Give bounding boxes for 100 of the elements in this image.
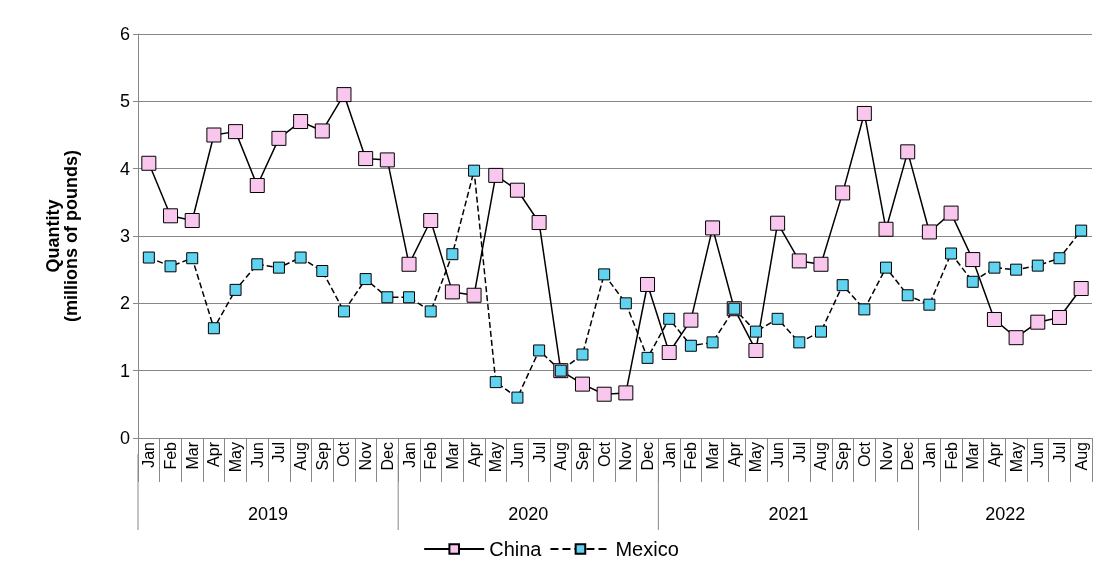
point (142, 251, 155, 264)
point (684, 339, 697, 352)
point (251, 258, 264, 271)
point (921, 224, 937, 240)
point (531, 215, 547, 231)
point (835, 185, 851, 201)
point (813, 256, 829, 272)
point (1008, 330, 1024, 346)
x-tick-label: Feb (682, 441, 700, 470)
point (358, 151, 374, 167)
x-tick-label: May (1007, 442, 1025, 473)
point (466, 287, 482, 303)
point (1073, 281, 1089, 297)
x-tick-label: Jul (790, 442, 808, 463)
point (901, 289, 914, 302)
x-tick-label: May (747, 442, 765, 473)
point (856, 105, 872, 121)
point (661, 344, 677, 360)
point (511, 391, 524, 404)
point (749, 325, 762, 338)
y-tick-label: 2 (119, 293, 130, 314)
point (271, 130, 287, 146)
x-tick-label: Dec (899, 442, 917, 471)
x-tick-label: Jan (140, 442, 158, 468)
point (640, 276, 656, 292)
point (403, 291, 416, 304)
text: 2021 (768, 504, 809, 524)
point (945, 247, 958, 260)
point (229, 283, 242, 296)
x-tick-label: Feb (942, 441, 960, 470)
point (986, 311, 1002, 327)
x-tick-label: Jan (660, 442, 678, 468)
x-tick-label: Apr (985, 441, 1003, 467)
x-tick-label: Aug (292, 442, 310, 471)
point (576, 348, 589, 361)
legend-label: China (489, 538, 543, 560)
text: 2020 (508, 504, 549, 524)
point (966, 275, 979, 288)
point (228, 124, 244, 140)
y-tick-label: 4 (119, 158, 130, 179)
point (424, 305, 437, 318)
point (423, 213, 439, 229)
x-tick-label: Oct (855, 441, 873, 467)
point (748, 342, 764, 358)
y-tick-label: 5 (119, 91, 130, 112)
point (186, 252, 199, 265)
point (316, 265, 329, 278)
x-tick-label: Nov (617, 442, 635, 471)
point (337, 305, 350, 318)
point (163, 208, 179, 224)
point (619, 297, 632, 310)
point (444, 284, 460, 300)
point (184, 213, 200, 229)
x-tick-label: Sep (834, 441, 852, 471)
point (293, 114, 309, 130)
x-tick-label: Nov (877, 442, 895, 471)
point (683, 312, 699, 328)
point (598, 268, 611, 281)
y-axis-title: Quantity (millions of pounds) (43, 150, 81, 322)
point (1053, 252, 1066, 265)
point (1031, 259, 1044, 272)
x-tick-label: Aug (1072, 442, 1090, 471)
point (706, 336, 719, 349)
point (509, 182, 525, 198)
point (314, 123, 330, 139)
point (379, 152, 395, 168)
point (294, 251, 307, 264)
x-tick-label: Feb (422, 441, 440, 470)
x-tick-label: Jun (1029, 442, 1047, 468)
x-tick-label: May (227, 442, 245, 473)
point (207, 322, 220, 335)
y-tick-label: 1 (119, 360, 130, 381)
x-tick-label: Mar (704, 441, 722, 470)
point (574, 376, 590, 392)
point (988, 261, 1001, 274)
point (381, 291, 394, 304)
x-tick-label: Mar (443, 441, 461, 470)
point (249, 178, 265, 193)
x-tick-label: Aug (812, 442, 830, 471)
point (880, 261, 893, 274)
point (965, 252, 981, 268)
x-tick-label: Jul (530, 442, 548, 463)
x-tick-label: Apr (465, 441, 483, 467)
x-tick-label: Apr (725, 441, 743, 467)
x-tick-label: Dec (639, 442, 657, 471)
x-tick-label: May (487, 442, 505, 473)
point (641, 351, 654, 364)
point (791, 253, 807, 269)
point (596, 386, 612, 402)
point (814, 325, 827, 338)
point (858, 303, 871, 316)
point (1075, 224, 1088, 237)
point (1051, 309, 1067, 325)
x-tick-label: Jan (920, 442, 938, 468)
point (923, 298, 936, 311)
point (533, 344, 546, 357)
point (446, 248, 459, 261)
x-tick-label: Jun (769, 442, 787, 468)
x-tick-label: Jul (1050, 442, 1068, 463)
x-tick-label: Jun (508, 442, 526, 468)
